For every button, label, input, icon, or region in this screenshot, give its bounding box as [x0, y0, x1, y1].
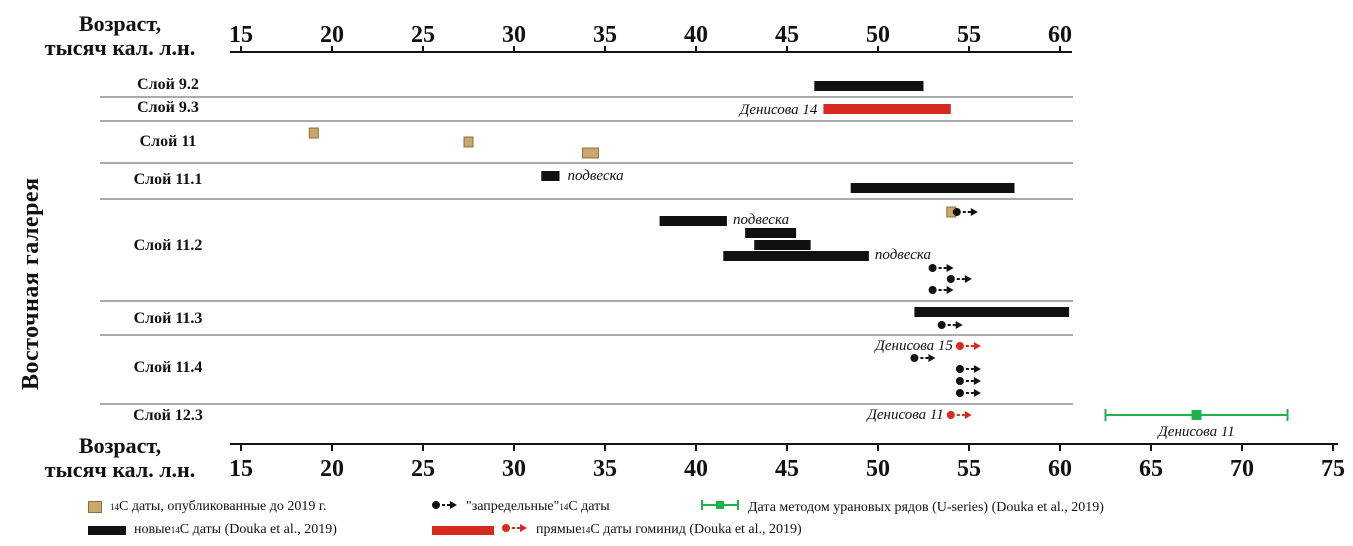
bottom-tick-label: 75 — [1321, 456, 1345, 482]
axis-title-line2: тысяч кал. л.н. — [44, 457, 196, 482]
new-date-bar-icon — [88, 525, 126, 535]
hominin-arrow-icon — [502, 522, 528, 538]
bar-annotation: подвеска — [733, 212, 789, 228]
arrow-dot-icon — [432, 499, 458, 515]
top-tick-label: 30 — [502, 22, 526, 48]
bottom-tick-label: 20 — [320, 456, 344, 482]
new-date-bar — [814, 81, 924, 91]
axis-title-line2: тысяч кал. л.н. — [44, 35, 196, 60]
hominin-date-bar — [823, 104, 951, 114]
legend-new-sup: 14 — [170, 525, 180, 535]
infinite-date-arrow — [910, 354, 936, 362]
layer-label: Слой 11 — [140, 133, 197, 150]
top-tick-label: 50 — [866, 22, 890, 48]
legend-useries-text: Дата методом урановых рядов (U-series) (… — [748, 499, 1104, 515]
new-date-bar — [914, 307, 1070, 317]
infinite-date-arrow — [955, 365, 981, 373]
legend-new: новые 14 С даты (Douka et al., 2019) — [88, 522, 337, 538]
published-date-marker — [581, 147, 599, 159]
hominin-infinite-arrow — [955, 342, 981, 350]
legend-infinite: "запредельные" 14 С даты — [432, 499, 610, 515]
top-tick-label: 45 — [775, 22, 799, 48]
infinite-date-arrow — [946, 275, 972, 283]
top-axis-title: Возраст, тысяч кал. л.н. — [10, 12, 230, 60]
layer-label: Слой 11.4 — [134, 359, 203, 376]
bottom-axis-title: Возраст, тысяч кал. л.н. — [10, 434, 230, 482]
axis-title-line1: Возраст, — [78, 433, 162, 458]
hominin-infinite-arrow — [946, 411, 972, 419]
new-date-bar — [754, 240, 811, 250]
legend-new-pre: новые — [134, 522, 171, 537]
new-date-bar — [723, 251, 869, 261]
layer-label: Слой 11.3 — [134, 310, 203, 327]
bottom-tick-label: 65 — [1139, 456, 1163, 482]
infinite-date-arrow — [928, 264, 954, 272]
bar-annotation: подвеска — [568, 168, 624, 184]
hominin-label: Денисова 14 — [738, 102, 818, 118]
bottom-tick-label: 70 — [1230, 456, 1254, 482]
infinite-date-arrow — [955, 389, 981, 397]
bottom-tick-label: 15 — [229, 456, 253, 482]
legend-published: 14 С даты, опубликованные до 2019 г. — [88, 499, 327, 515]
new-date-bar — [745, 228, 797, 238]
legend-infinite-sup: 14 — [559, 502, 569, 512]
top-tick-label: 15 — [229, 22, 253, 48]
new-date-bar — [659, 216, 727, 226]
useries-label: Денисова 11 — [1156, 424, 1234, 440]
top-tick-label: 35 — [593, 22, 617, 48]
axis-title-line1: Возраст, — [78, 11, 162, 36]
side-label: Восточная галерея — [18, 177, 44, 390]
layer-label: Слой 12.3 — [133, 407, 203, 424]
infinite-date-arrow — [928, 286, 954, 294]
top-tick-label: 55 — [957, 22, 981, 48]
top-tick-label: 40 — [684, 22, 708, 48]
legend-infinite-pre: "запредельные" — [466, 499, 560, 514]
top-tick-label: 25 — [411, 22, 435, 48]
bar-annotation: подвеска — [875, 247, 931, 263]
legend-published-sup: 14 — [110, 502, 119, 512]
useries-point — [1191, 410, 1202, 420]
infinite-date-arrow — [955, 377, 981, 385]
hominin-label: Денисова 11 — [865, 407, 943, 423]
published-date-marker — [463, 136, 474, 148]
layer-label: Слой 11.1 — [134, 171, 203, 188]
bottom-tick-label: 35 — [593, 456, 617, 482]
bottom-tick-label: 40 — [684, 456, 708, 482]
hominin-bar-icon — [432, 525, 494, 535]
bottom-tick-label: 25 — [411, 456, 435, 482]
legend-hominin-sup: 14 — [581, 525, 591, 535]
infinite-date-arrow — [937, 321, 963, 329]
bottom-tick-label: 55 — [957, 456, 981, 482]
bottom-tick-label: 50 — [866, 456, 890, 482]
published-date-marker — [308, 127, 319, 139]
legend-useries: Дата методом урановых рядов (U-series) (… — [700, 499, 1104, 516]
published-swatch-icon — [88, 501, 102, 513]
legend-hominin-pre: прямые — [536, 522, 582, 537]
legend-hominin: прямые 14 С даты гоминид (Douka et al., 2… — [432, 522, 802, 538]
top-tick-label: 60 — [1048, 22, 1072, 48]
legend-published-text: С даты, опубликованные до 2019 г. — [119, 499, 327, 514]
infinite-date-arrow — [952, 208, 978, 216]
bottom-tick-label: 45 — [775, 456, 799, 482]
top-tick-label: 20 — [320, 22, 344, 48]
legend-hominin-text: С даты гоминид (Douka et al., 2019) — [590, 522, 802, 537]
bottom-tick-label: 30 — [502, 456, 526, 482]
bottom-tick-label: 60 — [1048, 456, 1072, 482]
layer-label: Слой 9.3 — [137, 99, 199, 116]
layer-label: Слой 9.2 — [137, 76, 199, 93]
useries-errorbar-icon — [700, 499, 740, 516]
new-date-bar — [541, 171, 560, 181]
hominin-label: Денисова 15 — [873, 338, 953, 354]
legend-new-text: С даты (Douka et al., 2019) — [179, 522, 337, 537]
new-date-bar — [850, 183, 1015, 193]
layer-label: Слой 11.2 — [134, 237, 203, 254]
legend-infinite-text: С даты — [568, 499, 610, 514]
